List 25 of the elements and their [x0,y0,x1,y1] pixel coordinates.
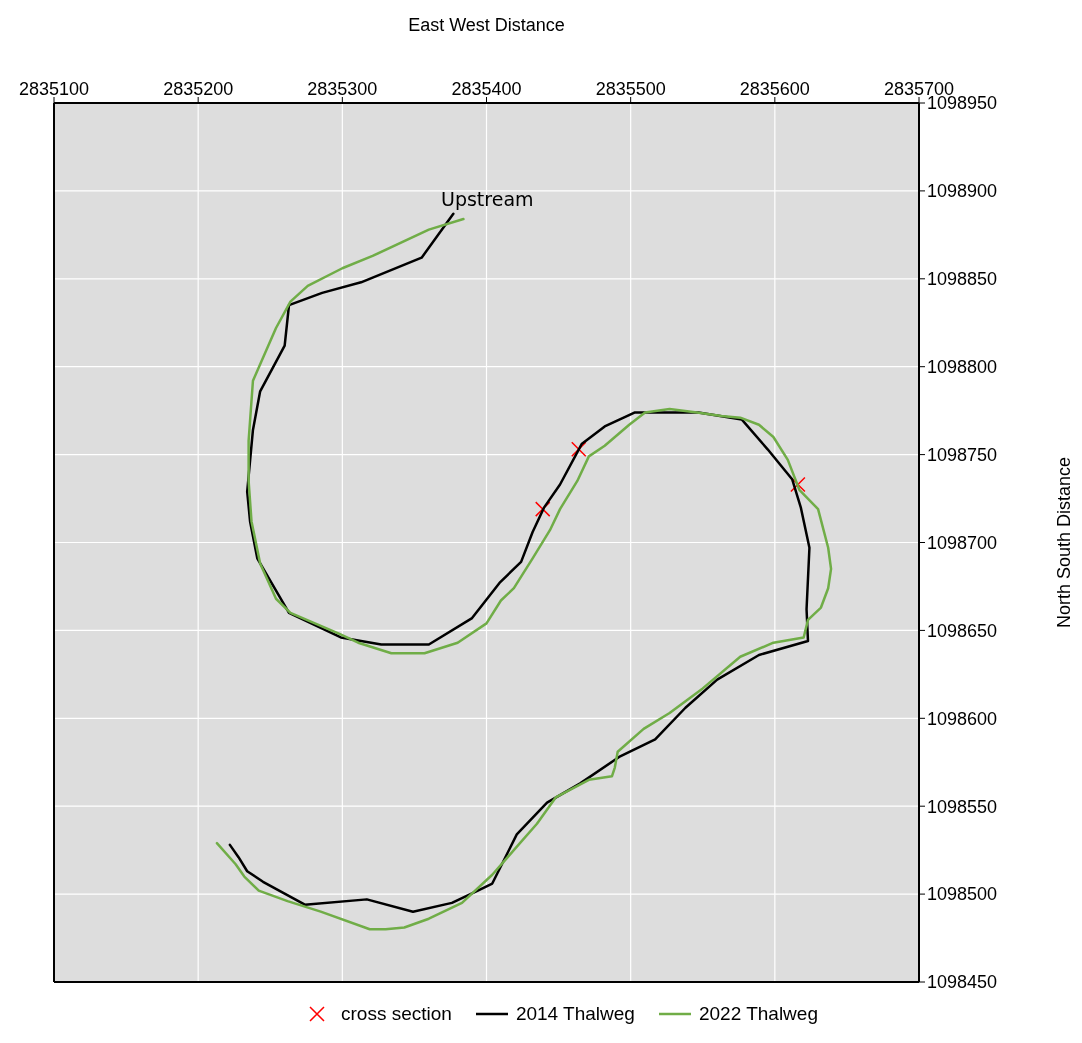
point [790,476,806,493]
y-tick-label: 1098750 [927,444,998,465]
point [534,501,551,517]
y-tick-label: 1098800 [927,357,998,378]
y-tick-label: 1098850 [927,269,998,290]
y-tick-label: 1098900 [927,181,998,202]
y-tick-label: 1098700 [927,532,998,553]
point [571,441,587,458]
y-axis-title: North South Distance [1054,456,1075,629]
x-tick-label: 2835200 [163,79,234,99]
y-tick-label: 1098450 [927,972,998,993]
y-tick-label: 1098650 [927,620,998,641]
x-axis-title: East West Distance [408,14,565,35]
y-tick-label: 1098550 [927,796,998,817]
legend-label: 2014 Thalweg [515,1003,635,1025]
x-tick-label: 2835300 [307,79,378,99]
x-tick-label: 2835500 [595,79,666,99]
x-tick-label: 2835400 [451,79,522,99]
legend-label: 2022 Thalweg [698,1003,818,1025]
legend-label: cross section [341,1003,452,1025]
y-tick-label: 1098600 [927,708,998,729]
annotation: Upstream [441,188,534,210]
x-tick-label: 2835100 [18,79,90,99]
y-tick-label: 1098500 [927,884,998,905]
x-tick-label: 2835600 [739,79,810,99]
